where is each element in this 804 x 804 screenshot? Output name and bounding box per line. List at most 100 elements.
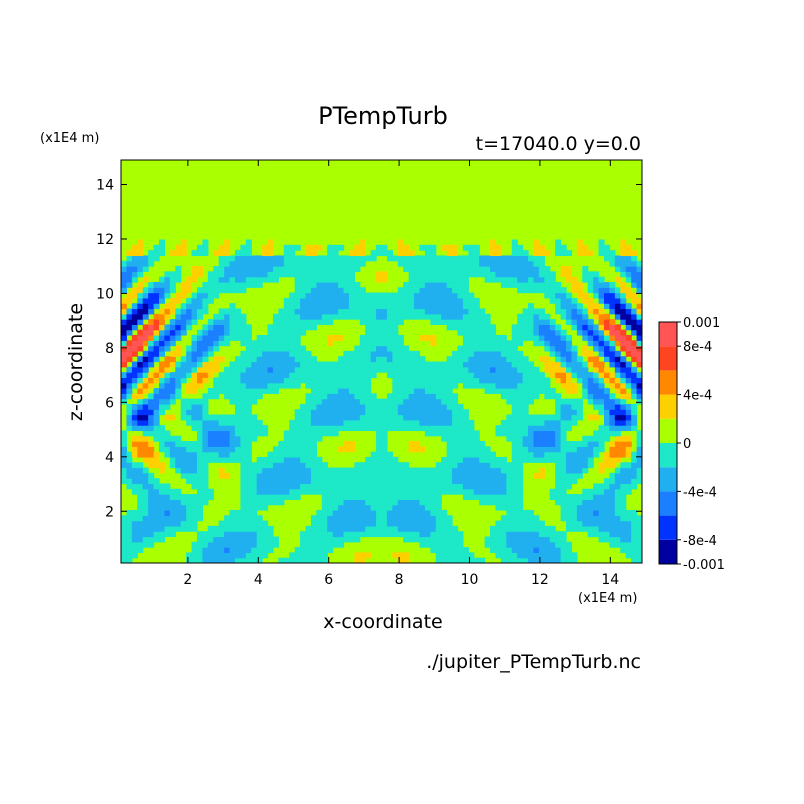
heatmap-cell — [408, 403, 415, 410]
heatmap-cell — [625, 478, 632, 485]
heatmap-cell — [609, 462, 616, 469]
heatmap-cell — [262, 345, 269, 352]
heatmap-cell — [555, 403, 562, 410]
heatmap-cell — [294, 340, 301, 347]
heatmap-cell — [452, 488, 459, 495]
heatmap-cell — [148, 425, 155, 432]
heatmap-cell — [587, 319, 594, 325]
heatmap-cell — [392, 313, 399, 320]
heatmap-cell — [566, 308, 573, 315]
heatmap-cell — [365, 329, 372, 336]
heatmap-cell — [560, 345, 567, 352]
heatmap-cell — [229, 313, 236, 320]
heatmap-cell — [283, 260, 290, 267]
heatmap-cell — [370, 525, 377, 532]
heatmap-cell — [500, 361, 507, 368]
heatmap-cell — [538, 430, 545, 437]
heatmap-cell — [424, 509, 431, 516]
heatmap-cell — [148, 297, 155, 304]
heatmap-cell — [213, 456, 220, 463]
heatmap-cell — [517, 244, 524, 251]
heatmap-cell — [424, 494, 431, 500]
heatmap-cell — [316, 319, 323, 325]
heatmap-cell — [294, 313, 301, 320]
heatmap-cell — [332, 541, 339, 548]
heatmap-cell — [321, 520, 328, 527]
heatmap-cell — [473, 435, 480, 442]
heatmap-cell — [392, 334, 399, 341]
heatmap-cell — [180, 239, 187, 246]
heatmap-cell — [614, 334, 621, 341]
heatmap-cell — [142, 520, 149, 527]
heatmap-cell — [430, 313, 437, 320]
heatmap-cell — [614, 430, 621, 437]
heatmap-cell — [435, 509, 442, 516]
heatmap-cell — [381, 472, 388, 479]
heatmap-cell — [609, 441, 616, 447]
heatmap-cell — [506, 350, 513, 357]
heatmap-cell — [338, 525, 345, 532]
heatmap-cell — [359, 509, 366, 516]
heatmap-cell — [251, 377, 258, 384]
heatmap-cell — [213, 292, 220, 299]
heatmap-cell — [213, 525, 220, 532]
heatmap-cell — [148, 446, 155, 453]
heatmap-cell — [218, 435, 225, 442]
heatmap-cell — [229, 303, 236, 310]
heatmap-cell — [218, 356, 225, 363]
heatmap-cell — [240, 244, 247, 251]
heatmap-cell — [397, 334, 404, 341]
heatmap-cell — [506, 541, 513, 548]
heatmap-cell — [234, 435, 241, 442]
heatmap-cell — [316, 308, 323, 315]
heatmap-cell — [522, 414, 529, 421]
heatmap-cell — [511, 255, 518, 262]
heatmap-cell — [316, 525, 323, 532]
heatmap-cell — [348, 276, 355, 283]
heatmap-cell — [560, 557, 567, 563]
heatmap-cell — [408, 303, 415, 310]
heatmap-cell — [327, 281, 334, 288]
heatmap-cell — [403, 260, 410, 267]
heatmap-cell — [571, 446, 578, 453]
heatmap-cell — [522, 250, 529, 257]
heatmap-cell — [414, 531, 421, 538]
heatmap-cell — [549, 494, 556, 500]
heatmap-cell — [495, 350, 502, 357]
heatmap-cell — [359, 393, 366, 400]
heatmap-cell — [305, 356, 312, 363]
heatmap-cell — [186, 372, 193, 379]
heatmap-cell — [533, 239, 540, 246]
heatmap-cell — [137, 393, 144, 400]
heatmap-cell — [517, 425, 524, 432]
heatmap-cell — [289, 451, 296, 458]
heatmap-cell — [131, 547, 138, 553]
heatmap-cell — [196, 340, 204, 347]
heatmap-cell — [338, 504, 345, 511]
heatmap-cell — [571, 462, 578, 469]
heatmap-cell — [359, 377, 366, 384]
heatmap-cell — [376, 292, 383, 299]
heatmap-cell — [555, 467, 562, 474]
heatmap-cell — [196, 287, 204, 294]
heatmap-cell — [365, 488, 372, 495]
heatmap-cell — [365, 456, 372, 463]
heatmap-cell — [522, 536, 529, 543]
heatmap-cell — [522, 435, 529, 442]
heatmap-cell — [376, 446, 383, 453]
heatmap-cell — [614, 451, 621, 458]
heatmap-cell — [609, 361, 616, 368]
heatmap-cell — [294, 334, 301, 341]
heatmap-cell — [213, 377, 220, 384]
heatmap-cell — [419, 297, 426, 304]
heatmap-cell — [186, 441, 193, 447]
heatmap-cell — [359, 260, 366, 267]
heatmap-cell — [631, 388, 638, 394]
x-tick-label: 2 — [183, 572, 192, 588]
heatmap-cell — [348, 388, 355, 394]
heatmap-cell — [354, 398, 361, 405]
heatmap-cell — [625, 472, 632, 479]
heatmap-cell — [424, 297, 431, 304]
heatmap-cell — [457, 425, 464, 432]
heatmap-cell — [348, 467, 355, 474]
